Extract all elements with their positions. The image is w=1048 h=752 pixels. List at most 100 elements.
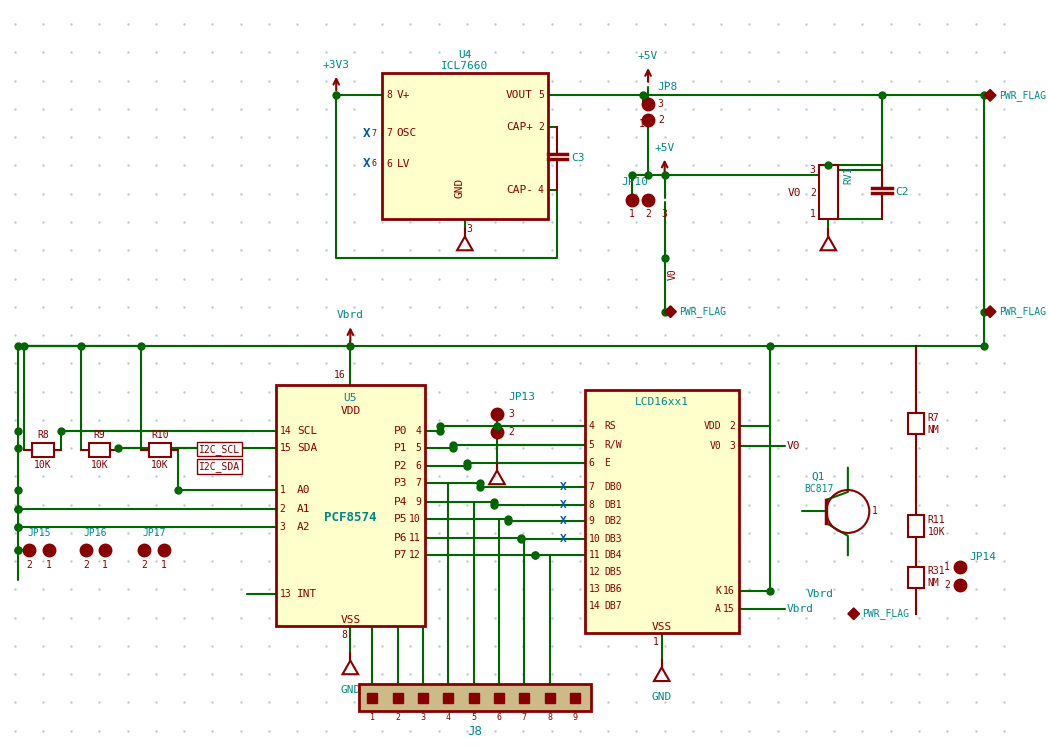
Text: 6: 6	[589, 458, 594, 468]
Text: PWR_FLAG: PWR_FLAG	[679, 306, 726, 317]
Text: 4: 4	[589, 420, 594, 431]
Text: V0: V0	[788, 188, 801, 198]
Text: 2: 2	[729, 420, 735, 431]
Text: RV1: RV1	[843, 166, 853, 184]
Text: +5V: +5V	[638, 51, 658, 61]
Text: 9: 9	[415, 497, 421, 507]
Text: 2: 2	[508, 426, 515, 437]
Text: X: X	[363, 157, 370, 170]
Text: Vbrd: Vbrd	[806, 590, 833, 599]
Text: 1: 1	[639, 119, 646, 129]
Text: JP14: JP14	[969, 552, 997, 562]
Text: A1: A1	[298, 504, 311, 514]
Text: CAP-: CAP-	[506, 185, 533, 195]
Text: DB2: DB2	[605, 516, 621, 526]
Text: 1: 1	[280, 485, 285, 495]
Text: NM: NM	[927, 425, 939, 435]
Text: P6: P6	[394, 532, 408, 543]
Text: 12: 12	[410, 550, 421, 560]
Text: 12: 12	[589, 567, 601, 577]
Text: LV: LV	[396, 159, 410, 168]
Text: 10K: 10K	[90, 459, 108, 470]
Text: 2: 2	[538, 122, 544, 132]
Text: 5: 5	[472, 713, 476, 722]
Text: BC817: BC817	[804, 484, 833, 494]
Bar	[909, 566, 924, 588]
Text: 3: 3	[420, 713, 425, 722]
Text: DB7: DB7	[605, 601, 621, 611]
Text: DB3: DB3	[605, 534, 621, 544]
Text: 2: 2	[83, 560, 89, 570]
Text: J8: J8	[467, 725, 482, 738]
Text: 1: 1	[653, 637, 659, 647]
Text: 10K: 10K	[151, 459, 169, 470]
Text: 15: 15	[280, 443, 291, 453]
Text: GND: GND	[341, 685, 361, 695]
Text: C2: C2	[896, 187, 909, 197]
Text: 2: 2	[658, 115, 663, 125]
Text: I2C_SCL: I2C_SCL	[199, 444, 240, 454]
Text: RS: RS	[605, 420, 616, 431]
Text: 6: 6	[497, 713, 502, 722]
Text: JP8: JP8	[658, 83, 678, 92]
Text: 4: 4	[415, 426, 421, 435]
Text: X: X	[560, 482, 567, 492]
Text: INT: INT	[298, 590, 318, 599]
Text: R31: R31	[927, 566, 945, 576]
Text: P1: P1	[394, 443, 408, 453]
Text: PCF8574: PCF8574	[324, 511, 376, 524]
Text: Vbrd: Vbrd	[336, 311, 364, 320]
Polygon shape	[984, 89, 996, 102]
Text: VSS: VSS	[341, 615, 361, 625]
Text: U4: U4	[458, 50, 472, 60]
Text: 7: 7	[415, 478, 421, 488]
Text: GND: GND	[455, 177, 465, 198]
Text: P0: P0	[394, 426, 408, 435]
Bar	[276, 385, 424, 626]
Text: PWR_FLAG: PWR_FLAG	[863, 608, 910, 619]
Bar	[32, 443, 53, 457]
Text: P5: P5	[394, 514, 408, 524]
Polygon shape	[848, 608, 859, 620]
Text: 2: 2	[26, 560, 32, 570]
Text: V+: V+	[396, 90, 410, 100]
Text: 1: 1	[810, 209, 815, 220]
Text: I2C_SDA: I2C_SDA	[199, 461, 240, 472]
Text: +5V: +5V	[655, 143, 675, 153]
Text: PWR_FLAG: PWR_FLAG	[999, 90, 1046, 101]
Text: 14: 14	[280, 426, 291, 435]
Text: 3: 3	[508, 409, 515, 419]
Text: 7: 7	[589, 482, 594, 492]
Text: CAP+: CAP+	[506, 122, 533, 132]
Text: V0: V0	[786, 441, 800, 451]
Text: X: X	[560, 534, 567, 544]
Text: R8: R8	[37, 430, 49, 441]
Text: 4: 4	[445, 713, 451, 722]
Text: R9: R9	[93, 430, 105, 441]
Text: SDA: SDA	[298, 443, 318, 453]
Text: 3: 3	[280, 522, 285, 532]
Text: 5: 5	[415, 443, 421, 453]
Text: 6: 6	[372, 159, 376, 168]
Text: 14: 14	[589, 601, 601, 611]
Polygon shape	[984, 306, 996, 317]
Text: R10: R10	[151, 430, 169, 441]
Text: 2: 2	[810, 188, 815, 198]
Text: 3: 3	[729, 441, 735, 451]
Text: VDD: VDD	[703, 420, 721, 431]
Text: A0: A0	[298, 485, 311, 495]
Text: DB5: DB5	[605, 567, 621, 577]
Text: Q1: Q1	[812, 472, 826, 482]
Text: A2: A2	[298, 522, 311, 532]
Text: 3: 3	[810, 165, 815, 175]
Polygon shape	[664, 306, 676, 317]
Text: 8: 8	[589, 499, 594, 510]
Bar	[358, 684, 591, 711]
Text: DB0: DB0	[605, 482, 621, 492]
Bar	[149, 443, 171, 457]
Text: 10: 10	[589, 534, 601, 544]
Text: R11: R11	[927, 515, 945, 525]
Text: 11: 11	[589, 550, 601, 560]
Text: 3: 3	[658, 99, 663, 109]
Bar	[383, 73, 548, 219]
